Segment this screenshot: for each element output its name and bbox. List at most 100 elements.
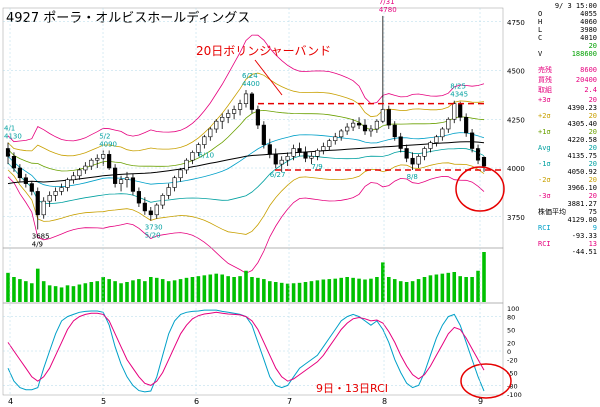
candle-body xyxy=(142,202,147,212)
volume-bar xyxy=(214,273,219,302)
candle-body xyxy=(345,126,350,132)
volume-bar xyxy=(59,287,64,302)
price-label-value: 4090 xyxy=(99,140,117,148)
indicator-row: RCI 13 -44.51 xyxy=(536,240,600,256)
chart-title: 4927 ポーラ・オルビスホールディングス xyxy=(6,10,250,26)
candle-body xyxy=(392,124,397,138)
indicator-value: 20 xyxy=(588,160,597,168)
candle xyxy=(303,146,308,163)
candle xyxy=(89,158,94,170)
volume-bar xyxy=(315,280,320,302)
candle xyxy=(392,121,397,141)
volume-bar xyxy=(113,281,117,302)
candle xyxy=(237,99,243,116)
volume-bar xyxy=(291,283,296,302)
indicator-value: 20 xyxy=(588,128,597,136)
indicator-row: +3σ 20 4390.23 xyxy=(536,96,600,112)
candle xyxy=(118,175,124,192)
candle xyxy=(297,142,302,157)
volume-bar xyxy=(184,277,189,302)
x-tick-label: 9 xyxy=(478,397,483,406)
volume-bar xyxy=(440,273,445,302)
ohlc-key: H xyxy=(538,18,543,26)
candle-body xyxy=(154,204,159,216)
volume-bar xyxy=(410,281,415,302)
candle-body xyxy=(47,195,52,202)
band-plus-2 xyxy=(7,72,485,157)
volume-bar xyxy=(351,277,355,302)
candle xyxy=(47,191,52,207)
volume-bar xyxy=(172,280,177,302)
volume-bar xyxy=(333,278,338,302)
volume-bar xyxy=(327,279,332,302)
candle-body xyxy=(446,118,451,130)
volume-bar xyxy=(41,281,46,302)
x-tick-label: 5 xyxy=(101,397,106,406)
band-average xyxy=(7,132,485,188)
rci-lines xyxy=(7,309,485,393)
volume-bar xyxy=(256,277,260,302)
indicator-key: +3σ xyxy=(538,96,551,104)
price-label-date: 8/8 xyxy=(407,173,418,181)
candle-body xyxy=(249,93,255,110)
volume-bar xyxy=(30,283,34,302)
rci13-line xyxy=(7,311,485,386)
ohlc-value: 4010 xyxy=(580,34,597,42)
candle xyxy=(410,152,415,170)
candle-body xyxy=(321,146,326,151)
candle xyxy=(321,142,326,155)
candle xyxy=(333,132,338,145)
candle-body xyxy=(333,136,338,142)
indicator-value: 20 xyxy=(588,144,597,152)
candle xyxy=(481,156,487,172)
price-label: 6/27 xyxy=(270,171,286,179)
candle-body xyxy=(23,177,28,184)
candle xyxy=(148,207,153,221)
indicator-row: -1σ 20 4050.92 xyxy=(536,160,600,176)
volume-bar xyxy=(119,283,123,302)
volume-bar xyxy=(464,277,468,302)
candle xyxy=(428,140,433,153)
price-label-date: 3730 xyxy=(145,224,163,232)
candle xyxy=(220,113,225,129)
candle-body xyxy=(124,177,130,180)
candle-body xyxy=(59,187,64,192)
price-label-date: 5/2 xyxy=(99,132,110,140)
indicator-key: -3σ xyxy=(538,192,551,200)
band-minus-2 xyxy=(7,162,485,235)
volume-bar xyxy=(18,279,22,302)
price-y-ticks: 3750 4000 4250 4500 4750 xyxy=(507,19,525,222)
volume-bar xyxy=(202,275,207,302)
indicator-key: 株価平均 xyxy=(538,208,566,216)
candle-body xyxy=(148,210,153,216)
reference-lines xyxy=(258,102,503,171)
candle xyxy=(386,105,391,129)
candle xyxy=(291,144,296,161)
candle xyxy=(107,150,112,170)
volume-bar xyxy=(137,279,141,302)
price-label-value: 4345 xyxy=(450,91,468,99)
indicator-row: 売残 8600 xyxy=(536,66,600,75)
volume-bar xyxy=(125,282,129,302)
volume-bar xyxy=(446,272,451,302)
volume-bar xyxy=(71,286,76,302)
indicator-value-2: 4305.40 xyxy=(567,120,597,128)
price-tick-label: 4500 xyxy=(507,68,525,76)
indicator-value-2: 4050.92 xyxy=(567,168,597,176)
candle xyxy=(232,105,237,120)
candle-body xyxy=(237,103,243,110)
indicator-key: +1σ xyxy=(538,128,551,136)
candle xyxy=(41,197,46,219)
volume-bar xyxy=(321,279,326,302)
candle xyxy=(374,119,379,133)
candle xyxy=(464,113,469,137)
side-date-value: 9/ 3 15:00 xyxy=(554,2,597,10)
candle xyxy=(267,138,272,159)
ohlc-value: 4055 xyxy=(580,10,597,18)
candle-body xyxy=(404,148,409,159)
volume-bar xyxy=(238,276,242,302)
candle-body xyxy=(29,183,34,192)
